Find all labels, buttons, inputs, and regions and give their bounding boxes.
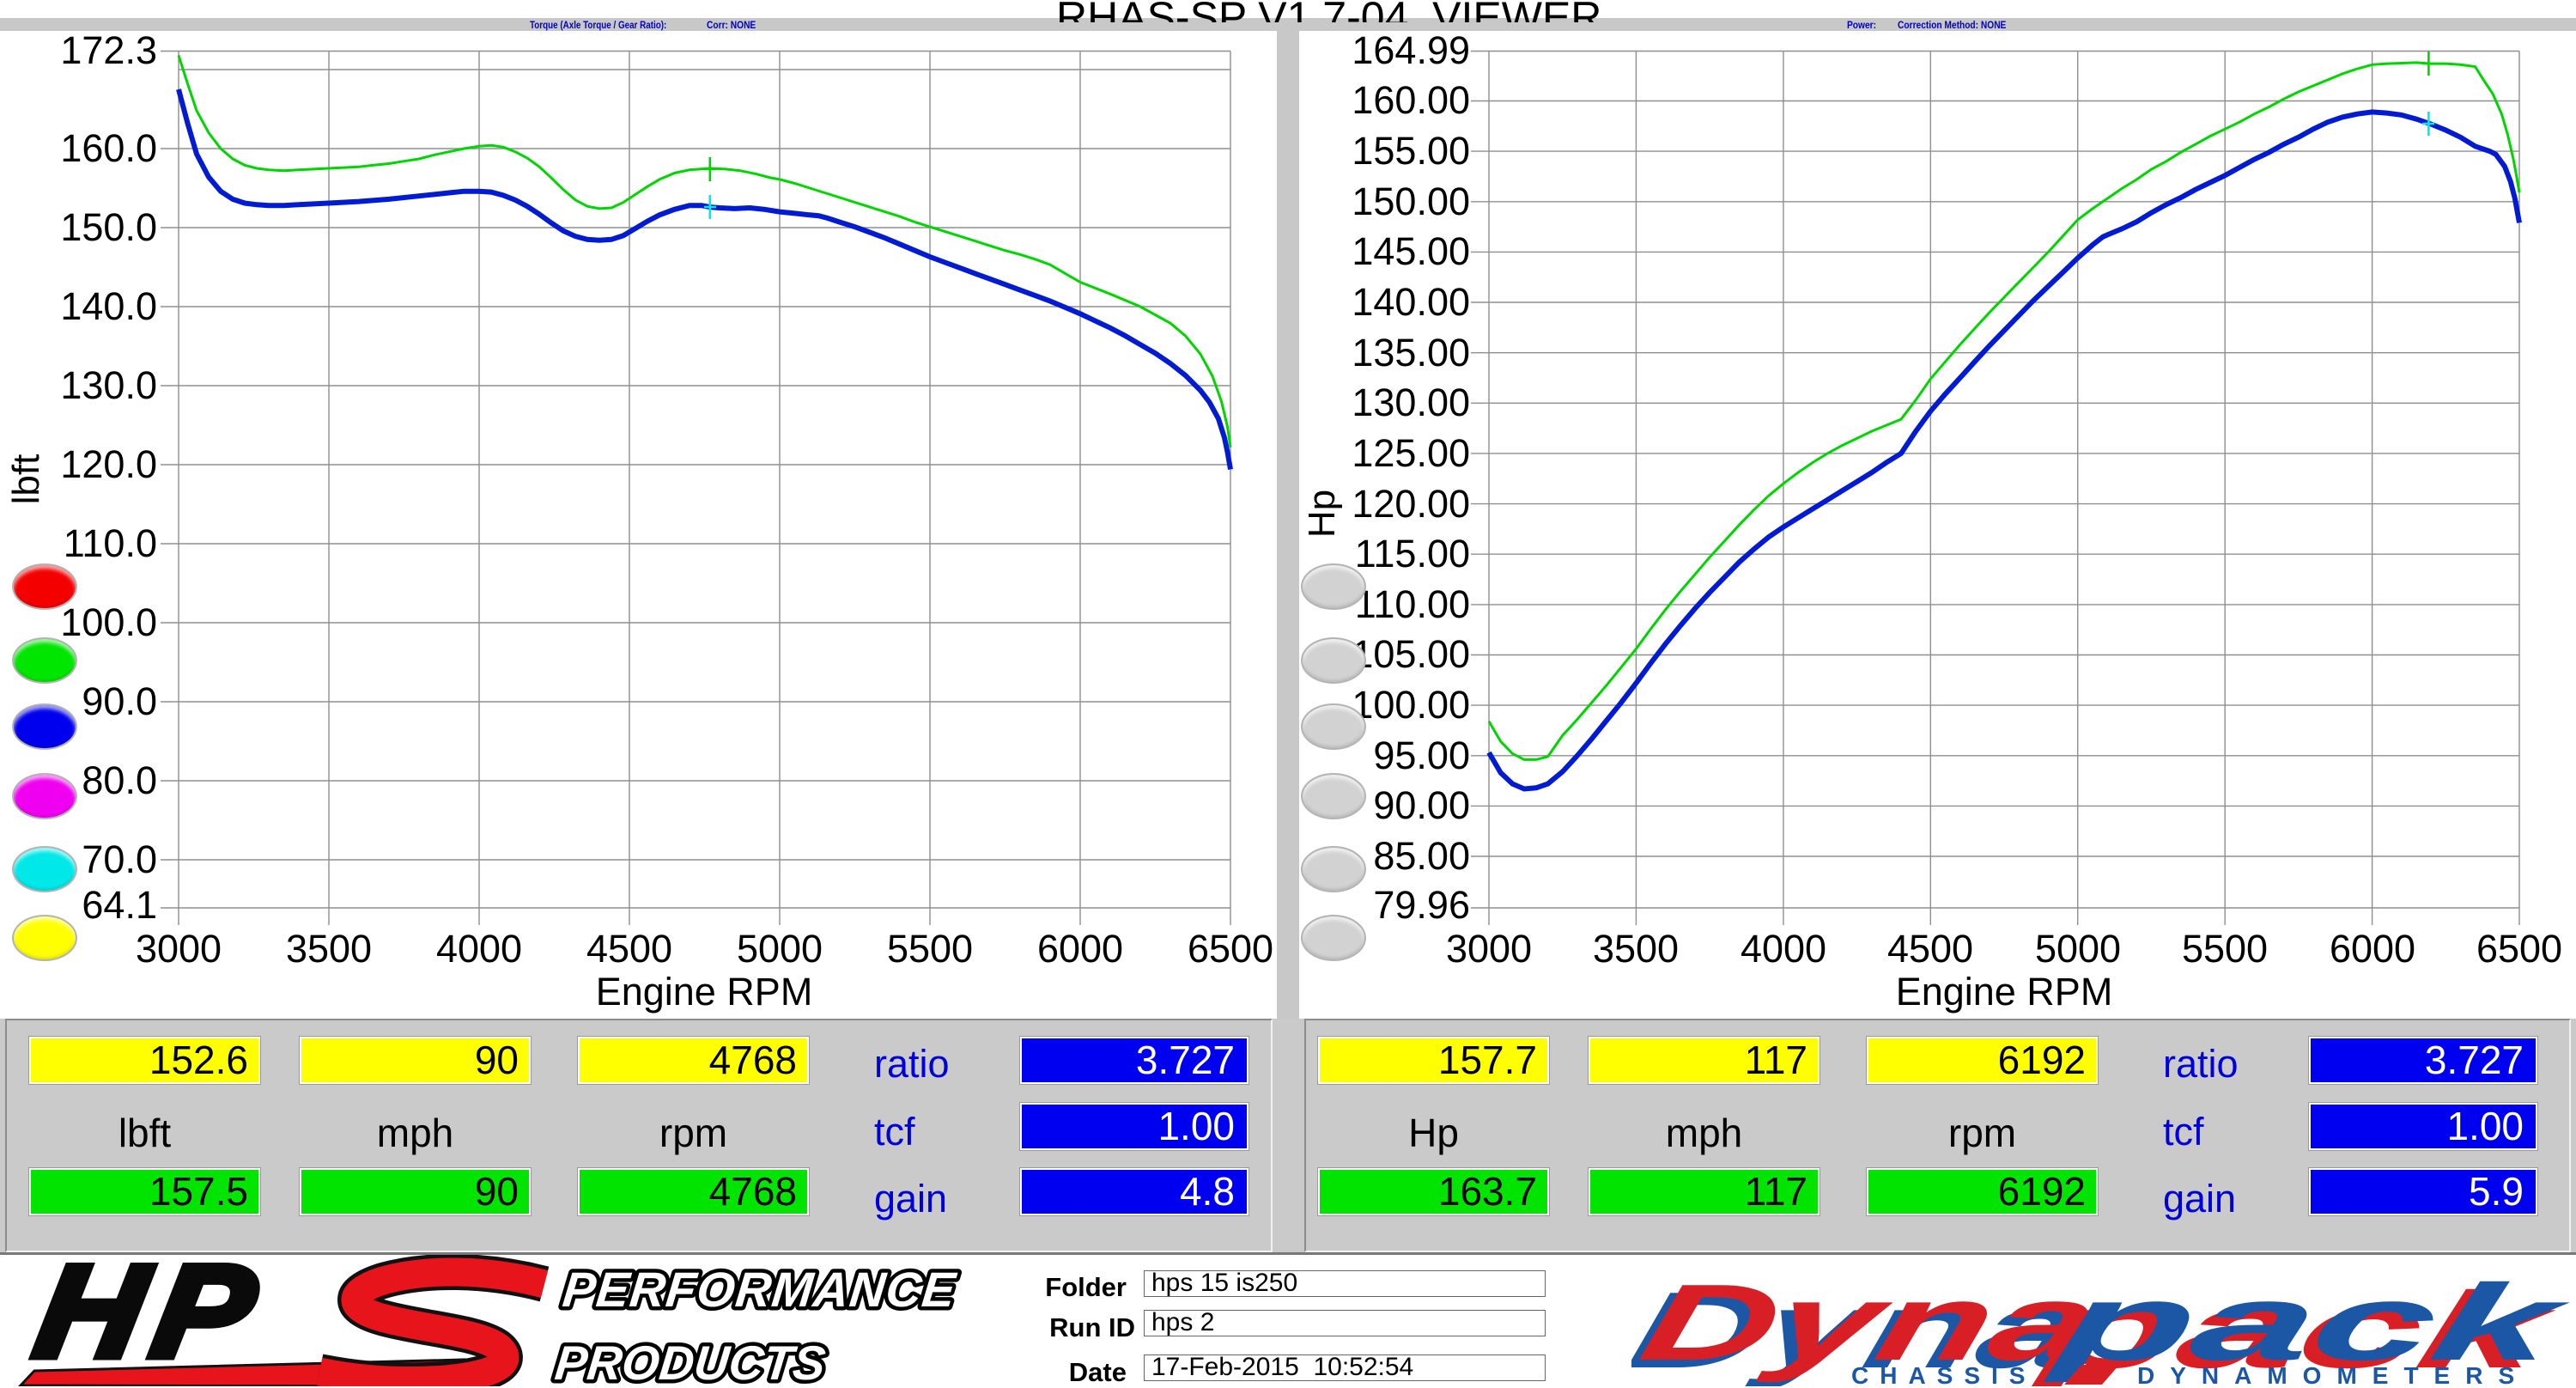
svg-text:Dyna: Dyna: [1631, 1262, 2110, 1383]
svg-text:pack: pack: [2028, 1270, 2566, 1386]
svg-text:pack: pack: [2043, 1263, 2576, 1383]
svg-text:HP: HP: [27, 1255, 278, 1385]
svg-text:CHASSIS: CHASSIS: [1851, 1362, 2036, 1386]
svg-text:DYNAMOMETERS: DYNAMOMETERS: [2137, 1362, 2530, 1386]
svg-text:PRODUCTS: PRODUCTS: [553, 1336, 829, 1386]
svg-text:Dyna: Dyna: [1631, 1269, 2098, 1386]
svg-text:PERFORMANCE: PERFORMANCE: [560, 1263, 959, 1318]
